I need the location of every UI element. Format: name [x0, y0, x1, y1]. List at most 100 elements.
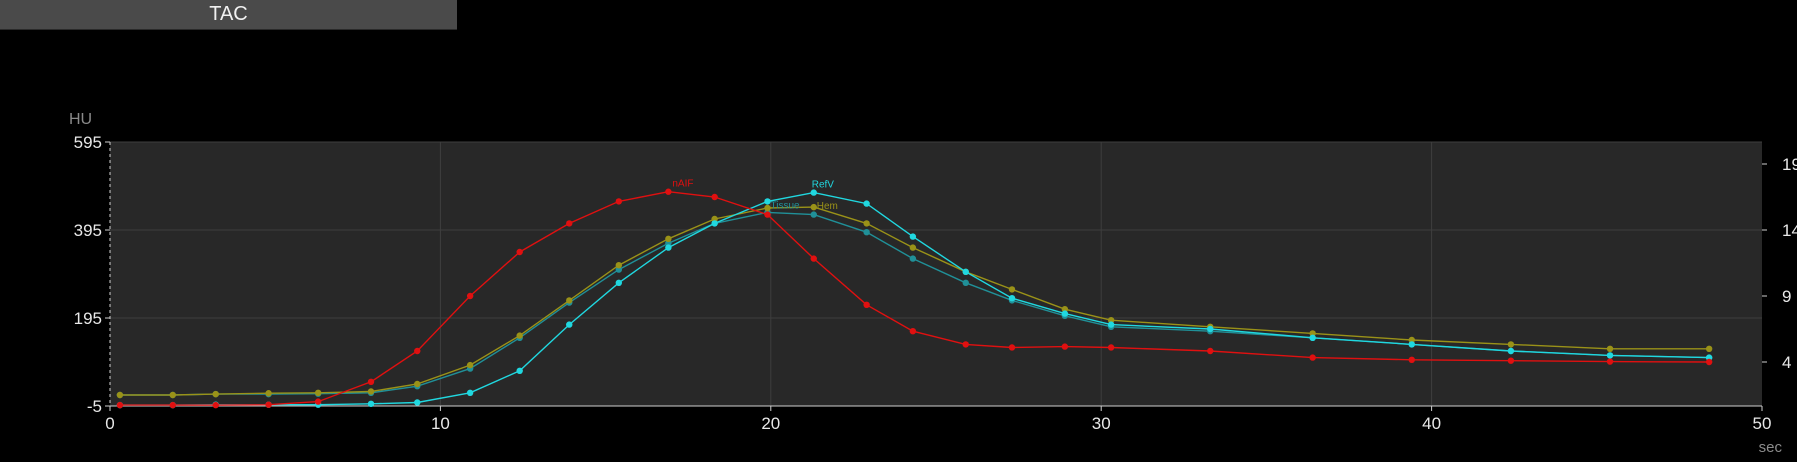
data-point	[909, 233, 917, 240]
series-label-tissue: Tissue	[770, 200, 800, 211]
data-point	[962, 268, 969, 275]
data-point	[1309, 354, 1316, 361]
data-point	[909, 328, 917, 335]
data-point	[1207, 325, 1214, 333]
data-point	[466, 361, 474, 369]
data-point	[367, 378, 375, 385]
data-point	[1507, 341, 1515, 348]
data-point	[665, 235, 672, 242]
x-tick-label: 0	[105, 414, 114, 433]
data-point	[1606, 358, 1614, 365]
data-point	[516, 367, 523, 374]
plot-area	[110, 142, 1762, 406]
series-label-hem: Hem	[817, 201, 838, 212]
data-point	[764, 198, 771, 205]
data-point	[212, 401, 219, 409]
data-point	[1107, 321, 1115, 328]
y2-tick-label: 14	[1782, 221, 1797, 240]
data-point	[1008, 344, 1016, 351]
data-point	[1309, 330, 1316, 337]
series-label-naif: nAIF	[672, 179, 693, 190]
data-point	[1507, 357, 1515, 364]
y-axis-label: HU	[69, 111, 92, 128]
data-point	[615, 198, 623, 205]
data-point	[764, 204, 771, 212]
data-point	[414, 380, 421, 388]
data-point	[863, 200, 870, 207]
data-point	[169, 401, 176, 409]
x-tick-label: 50	[1753, 414, 1772, 433]
data-point	[566, 297, 573, 304]
data-point	[1606, 352, 1614, 359]
chart-title-tab[interactable]: TAC	[0, 0, 457, 30]
data-point	[1507, 347, 1515, 355]
data-point	[1309, 334, 1316, 341]
data-point	[1705, 345, 1713, 352]
data-point	[810, 211, 817, 218]
data-point	[265, 390, 272, 397]
data-point	[414, 399, 421, 406]
y2-tick-label: 4	[1782, 353, 1791, 372]
data-point	[711, 220, 718, 227]
data-point	[615, 262, 623, 269]
data-point	[810, 203, 817, 211]
data-point	[863, 301, 870, 308]
data-point	[566, 220, 573, 227]
data-point	[516, 248, 523, 256]
y-tick-label: -5	[87, 397, 102, 416]
y2-tick-label: 19	[1782, 155, 1797, 174]
data-point	[116, 401, 124, 409]
data-point	[711, 215, 718, 223]
y-tick-label: 395	[74, 221, 102, 240]
series-label-refv: RefV	[812, 180, 835, 191]
data-point	[863, 229, 870, 236]
data-point	[1408, 336, 1415, 344]
data-point	[1606, 345, 1614, 352]
data-point	[1008, 295, 1016, 302]
data-point	[615, 266, 623, 273]
x-tick-label: 40	[1422, 414, 1441, 433]
data-point	[909, 244, 917, 251]
data-point	[566, 321, 573, 328]
y-tick-label: 195	[74, 309, 102, 328]
data-point	[466, 292, 474, 300]
data-point	[1107, 344, 1115, 351]
data-point	[1408, 341, 1415, 348]
data-point	[665, 240, 672, 247]
data-point	[1705, 358, 1713, 366]
x-tick-label: 10	[431, 414, 450, 433]
data-point	[962, 341, 969, 348]
data-point	[466, 389, 474, 396]
data-point	[265, 401, 272, 408]
data-point	[169, 391, 176, 399]
data-point	[711, 193, 718, 201]
data-point	[810, 255, 817, 262]
data-point	[314, 398, 322, 405]
data-point	[212, 390, 219, 398]
data-point	[1408, 356, 1415, 363]
data-point	[764, 211, 771, 218]
data-point	[367, 400, 375, 407]
x-tick-label: 20	[761, 414, 780, 433]
data-point	[665, 244, 672, 251]
data-point	[962, 279, 969, 286]
data-point	[1107, 317, 1115, 324]
data-point	[1008, 286, 1016, 293]
data-point	[367, 388, 375, 395]
data-point	[116, 391, 124, 399]
data-point	[863, 220, 870, 227]
x-tick-label: 30	[1092, 414, 1111, 433]
y2-tick-label: 9	[1782, 287, 1791, 306]
y-tick-label: 595	[74, 133, 102, 152]
data-point	[1061, 343, 1069, 350]
data-point	[615, 279, 623, 286]
data-point	[1061, 306, 1069, 313]
data-point	[810, 189, 817, 196]
data-point	[414, 347, 421, 355]
data-point	[1207, 347, 1214, 355]
data-point	[909, 255, 917, 262]
data-point	[665, 188, 672, 195]
x-axis-label: sec	[1759, 439, 1783, 456]
data-point	[516, 332, 523, 339]
